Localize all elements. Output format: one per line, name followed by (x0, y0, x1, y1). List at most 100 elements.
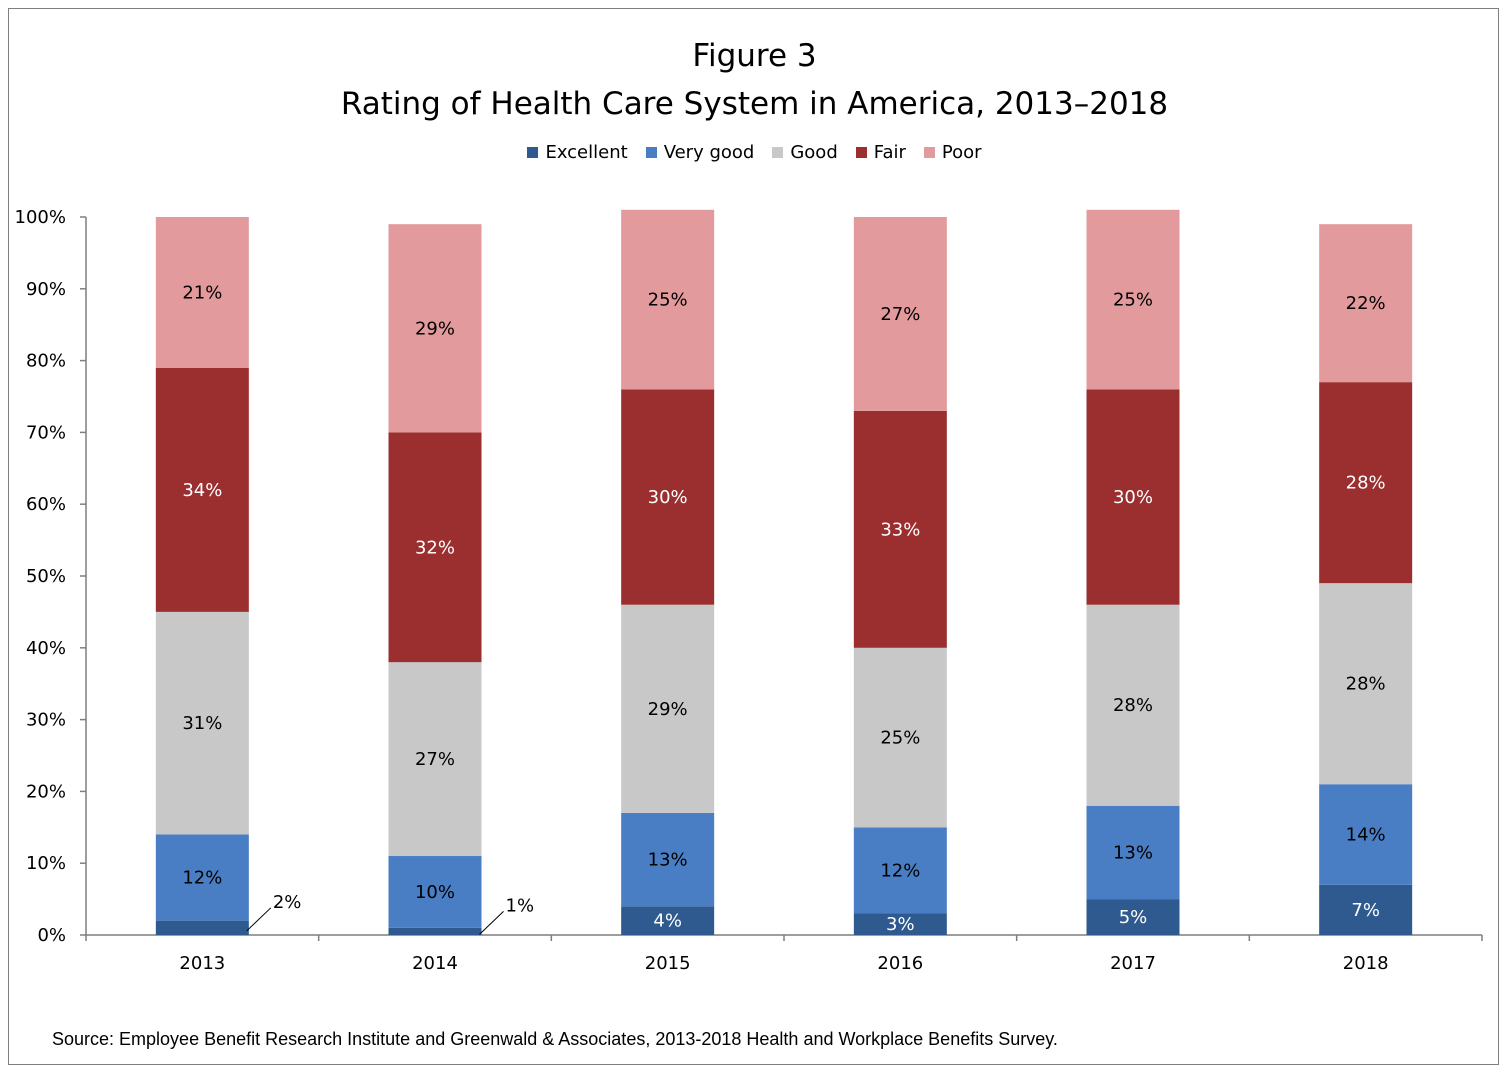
bar-2015-good (621, 604, 715, 813)
x-tick-label: 2017 (1110, 953, 1156, 974)
x-tick-label: 2013 (179, 953, 225, 974)
chart-frame (8, 8, 1499, 1065)
x-tick-label: 2015 (645, 953, 691, 974)
bar-2014-fair (388, 432, 482, 663)
legend-swatch (527, 147, 539, 158)
data-label: 27% (415, 749, 455, 770)
y-tick-label: 100% (15, 207, 66, 228)
data-label: 29% (415, 318, 455, 339)
data-label: 29% (648, 699, 688, 720)
data-label: 7% (1351, 900, 1380, 921)
bar-2018-very-good (1319, 784, 1413, 885)
data-label: 25% (1113, 290, 1153, 311)
data-label: 10% (415, 882, 455, 903)
data-label: 27% (880, 304, 920, 325)
bar-2014-poor (388, 224, 482, 433)
bar-2017-good (1086, 604, 1180, 806)
data-label: 28% (1113, 695, 1153, 716)
bar-2017-excellent (1086, 899, 1180, 935)
legend-label: Fair (873, 142, 906, 163)
legend-item-good: Good (772, 142, 838, 163)
bar-2016-fair (853, 410, 947, 648)
data-label: 13% (1113, 842, 1153, 863)
y-tick-label: 60% (26, 494, 66, 515)
data-label: 4% (653, 911, 682, 932)
bar-2017-very-good (1086, 805, 1180, 900)
y-tick-label: 80% (26, 351, 66, 372)
bar-2016-good (853, 647, 947, 828)
chart-title: Figure 3 (692, 38, 817, 74)
leader-line (479, 911, 504, 935)
legend-swatch (645, 147, 657, 158)
y-tick-label: 10% (26, 853, 66, 874)
data-label: 28% (1346, 473, 1386, 494)
data-label: 30% (1113, 487, 1153, 508)
data-label: 32% (415, 537, 455, 558)
bar-2013-fair (155, 367, 249, 612)
source-note: Source: Employee Benefit Research Instit… (52, 1029, 1058, 1049)
legend-swatch (772, 147, 784, 158)
bar-2016-excellent (853, 913, 947, 935)
data-label: 33% (880, 519, 920, 540)
y-tick-label: 40% (26, 638, 66, 659)
data-label: 13% (648, 850, 688, 871)
data-label: 14% (1346, 824, 1386, 845)
bar-2013-good (155, 611, 249, 835)
data-label: 31% (182, 713, 222, 734)
data-label: 30% (648, 487, 688, 508)
bar-2018-poor (1319, 224, 1413, 383)
legend-swatch (855, 147, 867, 158)
data-label: 12% (880, 860, 920, 881)
data-label: 2% (273, 892, 302, 913)
bar-2016-very-good (853, 827, 947, 914)
bar-2017-poor (1086, 209, 1180, 390)
data-label: 34% (182, 480, 222, 501)
data-label: 25% (880, 728, 920, 749)
legend-label: Poor (941, 142, 982, 163)
legend-item-fair: Fair (855, 142, 906, 163)
leader-line (246, 907, 272, 932)
y-tick-label: 90% (26, 279, 66, 300)
chart-subtitle: Rating of Health Care System in America,… (340, 86, 1169, 122)
x-tick-label: 2018 (1343, 953, 1389, 974)
bar-2015-poor (621, 209, 715, 390)
bar-2014-very-good (388, 856, 482, 928)
data-label: 12% (182, 868, 222, 889)
legend-label: Very good (663, 142, 755, 163)
y-tick-label: 0% (37, 925, 66, 946)
data-label: 25% (648, 290, 688, 311)
data-label: 22% (1346, 293, 1386, 314)
bar-2015-excellent (621, 906, 715, 935)
y-tick-label: 30% (26, 710, 66, 731)
data-label: 5% (1119, 907, 1148, 928)
data-label: 1% (506, 895, 535, 916)
data-label: 3% (886, 914, 915, 935)
bar-2014-good (388, 662, 482, 857)
data-label: 28% (1346, 674, 1386, 695)
legend-item-poor: Poor (923, 142, 982, 163)
bar-2018-excellent (1319, 884, 1413, 935)
bar-2013-very-good (155, 834, 249, 921)
bar-2018-fair (1319, 382, 1413, 584)
chart-legend: Excellent Very good Good Fair Poor (0, 142, 1509, 163)
legend-label: Excellent (545, 142, 628, 163)
legend-item-very-good: Very good (645, 142, 755, 163)
legend-label: Good (790, 142, 838, 163)
x-tick-label: 2014 (412, 953, 458, 974)
y-tick-label: 70% (26, 422, 66, 443)
x-tick-label: 2016 (877, 953, 923, 974)
bar-2016-poor (853, 217, 947, 411)
bar-2018-good (1319, 583, 1413, 785)
bar-2015-fair (621, 389, 715, 605)
legend-swatch (923, 147, 935, 158)
legend-item-excellent: Excellent (527, 142, 628, 163)
bar-2013-excellent (155, 920, 249, 935)
bar-2014-excellent (388, 927, 482, 935)
bar-2015-very-good (621, 812, 715, 907)
y-tick-label: 50% (26, 566, 66, 587)
data-label: 21% (182, 282, 222, 303)
bar-2013-poor (155, 217, 249, 368)
y-tick-label: 20% (26, 781, 66, 802)
bar-2017-fair (1086, 389, 1180, 605)
